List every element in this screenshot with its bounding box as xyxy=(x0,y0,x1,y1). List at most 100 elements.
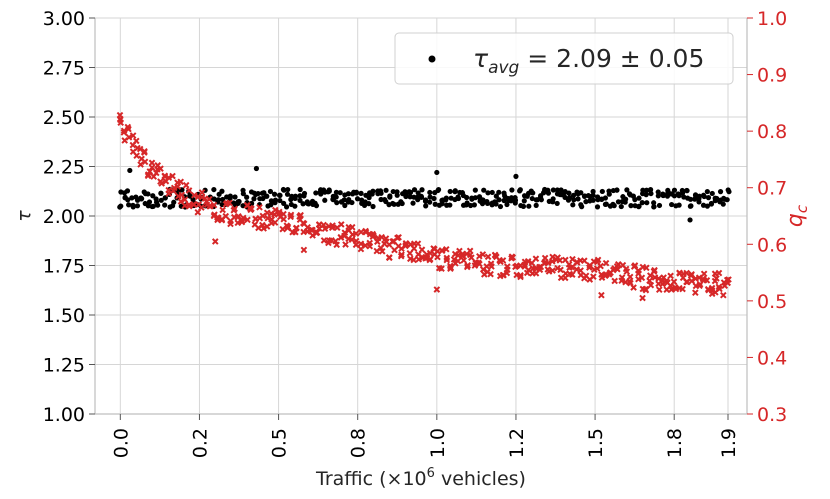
tau-point xyxy=(281,200,287,206)
x-axis-ticks: 0.0 0.2 0.5 0.8 1.0 1.2 1.5 1.8 1.9 xyxy=(110,414,740,458)
qc-point xyxy=(523,269,531,277)
tau-point xyxy=(419,187,425,193)
tau-point xyxy=(253,165,260,172)
tau-point xyxy=(220,196,226,203)
qc-point xyxy=(623,268,631,275)
qc-point xyxy=(185,187,193,194)
qc-point xyxy=(395,234,402,241)
qc-point xyxy=(148,164,156,171)
tau-point xyxy=(651,200,657,206)
qc-point xyxy=(647,281,655,289)
tau-point xyxy=(415,190,421,196)
qc-point xyxy=(190,200,197,208)
tau-point xyxy=(692,196,698,202)
qc-point xyxy=(475,259,482,267)
tau-point xyxy=(606,191,612,197)
qc-point xyxy=(639,294,646,302)
tau-point xyxy=(271,191,278,197)
qc-point xyxy=(124,123,132,131)
tau-point xyxy=(251,196,257,202)
tau-point xyxy=(472,195,478,201)
tau-point xyxy=(636,203,642,209)
tau-point xyxy=(435,187,441,194)
tau-point xyxy=(704,203,710,209)
tau-point xyxy=(643,192,649,198)
qc-point xyxy=(443,256,451,264)
qc-point xyxy=(655,275,662,282)
tau-point xyxy=(322,197,328,203)
tau-point xyxy=(537,194,544,200)
left-tick-label: 3.00 xyxy=(43,8,85,30)
tau-point xyxy=(390,188,396,195)
tau-point xyxy=(602,195,609,201)
legend-label-tail: = 2.09 ± 0.05 xyxy=(519,44,704,73)
qc-point xyxy=(283,222,291,229)
tau-point xyxy=(231,200,237,206)
qc-point xyxy=(556,257,564,264)
tau-point xyxy=(583,199,589,205)
qc-point xyxy=(132,137,140,145)
tau-point xyxy=(585,192,592,199)
tau-point xyxy=(599,188,605,195)
tau-point xyxy=(248,201,254,207)
tau-point xyxy=(394,189,400,195)
qc-point xyxy=(144,172,152,180)
tau-point xyxy=(725,187,731,193)
tau-point xyxy=(524,193,530,199)
tau-point xyxy=(696,195,702,202)
qc-point xyxy=(146,168,154,175)
qc-point xyxy=(479,251,487,258)
qc-point xyxy=(169,172,176,180)
tau-point xyxy=(571,197,577,203)
qc-point xyxy=(341,229,349,236)
tau-point xyxy=(187,193,193,199)
qc-point xyxy=(238,217,246,225)
tau-point xyxy=(463,194,470,201)
tau-point xyxy=(701,193,707,200)
qc-point xyxy=(398,251,405,258)
tau-point xyxy=(720,201,726,207)
qc-point xyxy=(504,263,511,270)
tau-point xyxy=(528,188,534,194)
tau-point xyxy=(240,191,246,197)
tau-point xyxy=(570,192,577,198)
tau-point xyxy=(297,197,303,203)
qc-point xyxy=(137,161,144,168)
left-tick-label: 1.75 xyxy=(43,256,85,278)
tau-point xyxy=(333,189,340,195)
tau-point xyxy=(570,202,576,208)
tau-point xyxy=(481,187,487,193)
qc-point xyxy=(320,237,328,244)
qc-point xyxy=(631,262,639,269)
qc-point xyxy=(568,271,576,278)
tau-point xyxy=(297,193,303,199)
tau-point xyxy=(369,191,375,197)
qc-point xyxy=(362,228,370,236)
tau-point xyxy=(439,197,445,203)
tau-point xyxy=(133,194,139,200)
tau-point xyxy=(579,204,585,210)
tau-point xyxy=(411,187,418,193)
tau-point xyxy=(138,195,144,201)
qc-point xyxy=(406,249,414,257)
qc-point xyxy=(191,191,198,199)
qc-point xyxy=(692,289,699,296)
qc-point xyxy=(271,219,279,226)
qc-point xyxy=(642,286,650,294)
tau-point xyxy=(236,198,242,205)
qc-point xyxy=(165,174,173,181)
x-tick-label: 0.5 xyxy=(269,428,291,458)
qc-point xyxy=(140,149,148,156)
tau-point xyxy=(575,196,581,202)
tau-point xyxy=(219,188,225,194)
qc-point xyxy=(141,158,149,166)
tau-point xyxy=(268,202,274,208)
qc-point xyxy=(219,206,226,214)
qc-point xyxy=(293,224,300,232)
right-axis-ticks: 0.3 0.4 0.5 0.6 0.7 0.8 0.9 1.0 xyxy=(747,8,787,426)
tau-point xyxy=(407,194,413,200)
qc-point xyxy=(386,254,393,262)
tau-point xyxy=(232,194,238,200)
tau-point xyxy=(562,194,568,200)
tau-point xyxy=(301,190,308,197)
